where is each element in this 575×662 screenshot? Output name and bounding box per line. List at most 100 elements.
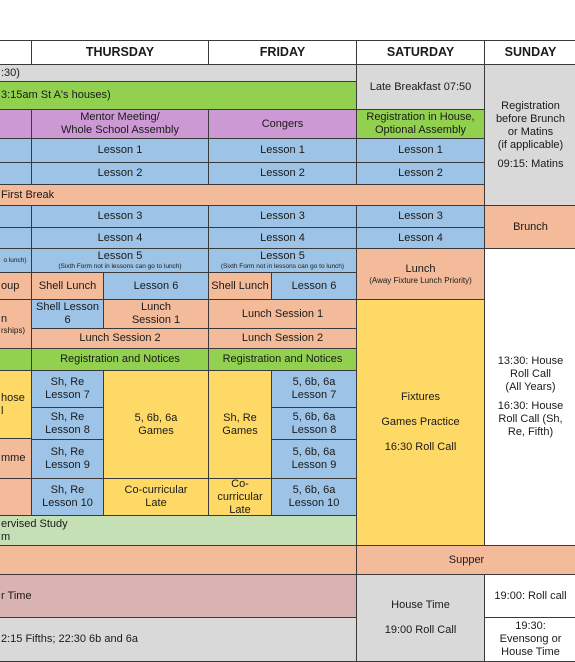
sunday-afternoon-block: 13:30: House Roll Call (All Years) 16:30… (484, 248, 575, 546)
sunday-evensong-line2: Evensong or (499, 633, 562, 645)
saturday-lesson2-text: Lesson 2 (398, 167, 443, 179)
sh-re-lesson9-line2: Lesson 9 (45, 459, 90, 471)
friday-lesson3-text: Lesson 3 (260, 210, 305, 222)
saturday-lesson1-text: Lesson 1 (398, 144, 443, 156)
friday-lesson10: 5, 6b, 6a Lesson 10 (271, 478, 357, 516)
supervised-study-line2: m (1, 530, 11, 543)
saturday-lesson1: Lesson 1 (356, 138, 485, 163)
thursday-lesson6: Lesson 6 (103, 272, 209, 300)
saturday-lunch-text: Lunch (405, 262, 436, 275)
friday-registration-notices: Registration and Notices (208, 348, 357, 371)
header-left (0, 40, 32, 65)
thursday-lunch-session2-text: Lunch Session 2 (79, 332, 161, 344)
friday-lesson6-text: Lesson 6 (291, 279, 337, 292)
friday-shell-lunch-text: Shell Lunch (211, 279, 269, 292)
thursday-shell-lesson6: Shell Lesson 6 (31, 299, 104, 329)
thursday-lunch-session2: Lunch Session 2 (31, 328, 209, 349)
header-sunday-label: SUNDAY (504, 45, 557, 59)
saturday-late-breakfast: Late Breakfast 07:50 (356, 64, 485, 110)
sunday-house-line3: (All Years) (505, 381, 556, 393)
left-lesson4 (0, 227, 32, 249)
friday-lunch-session2: Lunch Session 2 (208, 328, 357, 349)
left-programme: mme (0, 438, 32, 479)
friday-lesson7: 5, 6b, 6a Lesson 7 (271, 370, 357, 408)
friday-lunch-session1: Lunch Session 1 (208, 299, 357, 329)
friday-lesson8: 5, 6b, 6a Lesson 8 (271, 407, 357, 440)
friday-lesson3: Lesson 3 (208, 205, 357, 228)
friday-lesson7-line2: Lesson 7 (291, 389, 337, 401)
thursday-co-curricular-line1: Co-curricular (124, 484, 188, 496)
friday-sh-re-games: Sh, Re Games (208, 370, 272, 479)
thursday-shell-lunch-text: Shell Lunch (38, 279, 97, 292)
saturday-house-time: House Time 19:00 Roll Call (356, 574, 485, 662)
sunday-evensong: 19:30: Evensong or House Time (484, 617, 575, 662)
thursday-co-curricular-line2: Late (145, 497, 167, 509)
header-friday: FRIDAY (208, 40, 357, 65)
sunday-brunch: Brunch (484, 205, 575, 249)
thursday-sh-re-lesson10: Sh, Re Lesson 10 (31, 478, 104, 516)
sunday-matins: 09:15: Matins (497, 157, 564, 170)
friday-lesson8-line1: 5, 6b, 6a (292, 410, 336, 423)
friday-lesson4: Lesson 4 (208, 227, 357, 249)
header-thursday-label: THURSDAY (85, 45, 155, 59)
left-afternoon-block: hose l (0, 370, 32, 439)
thursday-sh-re-lesson9: Sh, Re Lesson 9 (31, 439, 104, 479)
saturday-lunch: Lunch (Away Fixture Lunch Priority) (356, 248, 485, 300)
sunday-house-line5: Roll Call (Sh, (498, 413, 563, 425)
left-supper (0, 545, 357, 575)
sunday-evensong-line3: House Time (501, 646, 560, 658)
thursday-lunch-session1: Lunch Session 1 (103, 299, 209, 329)
sh-re-lesson8-line2: Lesson 8 (45, 423, 90, 436)
thursday-lesson4-text: Lesson 4 (97, 231, 143, 244)
thursday-lesson5-text: Lesson 5 (97, 250, 143, 262)
header-saturday-label: SATURDAY (386, 45, 455, 59)
saturday-lesson3: Lesson 3 (356, 205, 485, 228)
saturday-lesson3-text: Lesson 3 (398, 210, 443, 222)
friday-lesson1: Lesson 1 (208, 138, 357, 163)
sunday-reg-line4: (if applicable) (497, 138, 564, 151)
sunday-reg-line3: or Matins (507, 125, 554, 138)
first-break-text: First Break (1, 188, 55, 201)
sunday-roll-call: 19:00: Roll call (484, 574, 575, 618)
left-lesson1 (0, 138, 32, 163)
sh-re-lesson7-line1: Sh, Re (50, 376, 85, 388)
friday-sh-re-line1: Sh, Re (223, 411, 257, 424)
brunch-text: Brunch (513, 220, 548, 233)
thursday-sh-re-lesson7: Sh, Re Lesson 7 (31, 370, 104, 408)
friday-sh-re-line2: Games (222, 424, 258, 437)
games-practice-text: Games Practice (381, 416, 460, 428)
header-sunday: SUNDAY (484, 40, 575, 65)
friday-lesson4-text: Lesson 4 (260, 231, 305, 244)
roll-call-1900-text: 19:00 Roll Call (384, 624, 457, 636)
left-bedtimes-text: 2:15 Fifths; 22:30 6b and 6a (1, 633, 138, 645)
thursday-lesson5-note: (Sixth Form not in lessons can go to lun… (58, 263, 182, 270)
left-lesson10 (0, 478, 32, 516)
sh-re-lesson8-line1: Sh, Re (50, 410, 85, 423)
thursday-registration-notices: Registration and Notices (31, 348, 209, 371)
left-shell-lunch-text: oup (1, 279, 20, 292)
friday-lesson2-text: Lesson 2 (260, 167, 305, 179)
houses-fragment-text: 3:15am St A's houses) (1, 89, 111, 101)
thursday-lesson3: Lesson 3 (31, 205, 209, 228)
thursday-lunch-session1-line2: Session 1 (131, 314, 181, 326)
fixtures-text: Fixtures (400, 391, 441, 403)
friday-lesson10-line1: 5, 6b, 6a (292, 484, 336, 496)
left-lesson5: o lunch) (0, 248, 32, 273)
thursday-lesson6-text: Lesson 6 (133, 279, 179, 292)
left-afternoon-line2: l (1, 404, 4, 417)
sh-re-lesson10-line2: Lesson 10 (42, 497, 93, 509)
left-shell-lunch: oup (0, 272, 32, 300)
left-afternoon-line1: hose (1, 391, 25, 404)
thursday-sh-re-lesson8: Sh, Re Lesson 8 (31, 407, 104, 440)
thursday-lunch-session1-line1: Lunch (141, 301, 171, 313)
sunday-house-line6: Re, Fifth) (507, 426, 554, 438)
friday-lunch-session2-text: Lunch Session 2 (241, 332, 324, 344)
friday-lesson8-line2: Lesson 8 (291, 423, 337, 436)
thursday-games: 5, 6b, 6a Games (103, 370, 209, 479)
friday-lesson6: Lesson 6 (271, 272, 357, 300)
sh-re-lesson10-line1: Sh, Re (50, 484, 85, 496)
supper-text: Supper (448, 553, 485, 566)
row-breakfast-fragment: :30) (0, 64, 357, 82)
thursday-lesson1-text: Lesson 1 (97, 144, 143, 156)
friday-lesson7-line1: 5, 6b, 6a (292, 376, 336, 388)
